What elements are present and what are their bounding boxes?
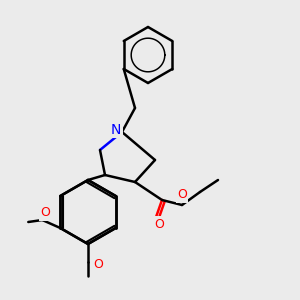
Text: O: O xyxy=(177,188,187,202)
Text: O: O xyxy=(93,257,103,271)
Text: O: O xyxy=(40,206,50,220)
Text: N: N xyxy=(111,123,121,137)
Text: O: O xyxy=(154,218,164,230)
